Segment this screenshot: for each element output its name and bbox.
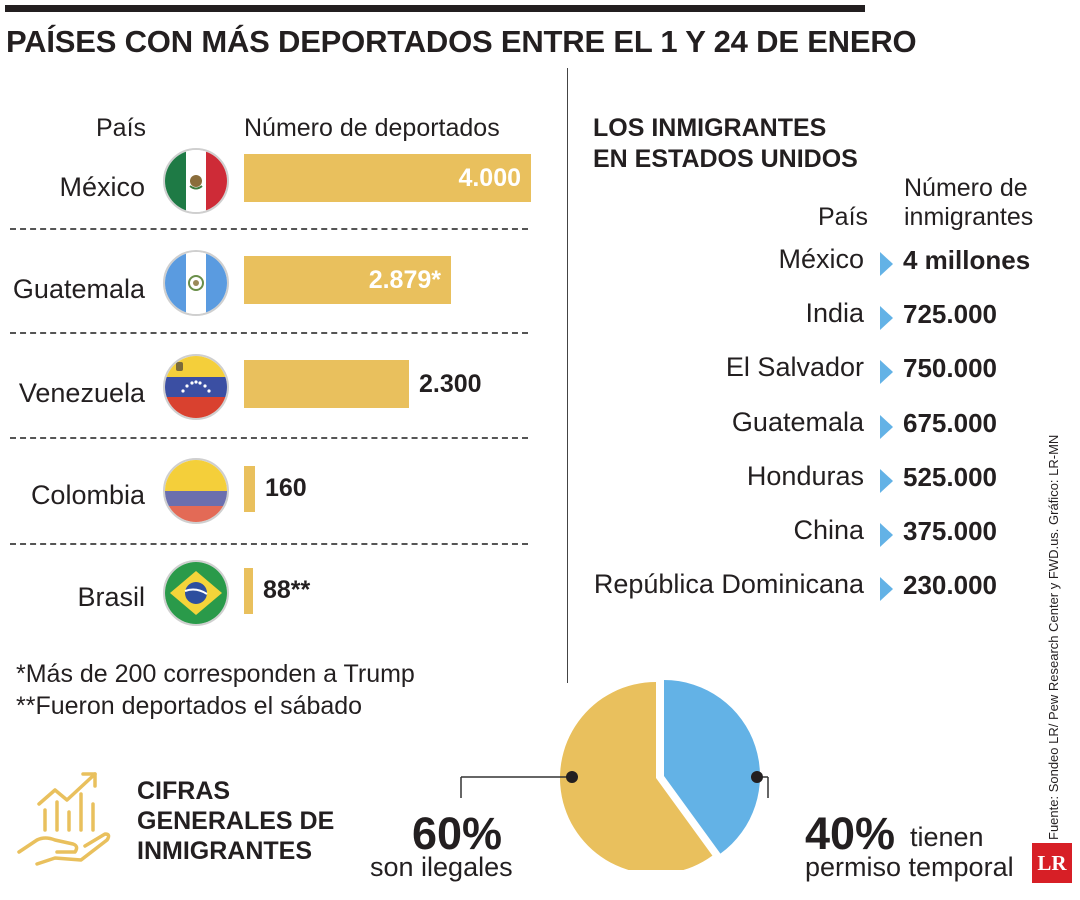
immigrant-country: El Salvador: [725, 352, 864, 382]
callout-dot-right: [751, 771, 763, 783]
triangle-right-icon: [880, 415, 893, 439]
deported-value-header: Número de deportados: [244, 114, 500, 142]
footnote-1: *Más de 200 corresponden a Trump: [16, 660, 415, 688]
bar-mexico: [244, 154, 531, 202]
pie-label-temporary-pct: 40%: [805, 808, 896, 859]
bar-category-label: Colombia: [30, 480, 145, 510]
top-rule: [5, 5, 865, 12]
bar-value-label: 4.000: [458, 164, 521, 192]
bar-row-mexico: México 4.000: [0, 148, 560, 250]
list-item: México 4 millones: [570, 240, 1040, 280]
immigrants-title: LOS INMIGRANTES EN ESTADOS UNIDOS: [593, 113, 858, 175]
list-item: China 375.000: [570, 511, 1040, 551]
immigrants-value-header: Número de inmigrantes: [904, 174, 1033, 232]
bar-value-label: 160: [265, 474, 307, 502]
immigrants-country-header: País: [818, 203, 869, 231]
country-header: País: [96, 114, 147, 142]
bar-venezuela: [244, 360, 409, 408]
immigrant-country: China: [793, 515, 864, 545]
bar-row-venezuela: Venezuela 2.300: [0, 354, 560, 456]
source-credit: Fuente: Sondeo LR/ Pew Research Center y…: [1046, 434, 1061, 840]
growth-hand-icon: [15, 768, 115, 868]
bar-row-colombia: Colombia 160: [0, 458, 560, 560]
bar-category-label: Guatemala: [12, 274, 145, 304]
bar-row-brasil: Brasil 88**: [0, 560, 560, 662]
source-text: Fuente: Sondeo LR/ Pew Research Center y…: [1046, 434, 1061, 840]
page-title: PAÍSES CON MÁS DEPORTADOS ENTRE EL 1 Y 2…: [6, 24, 917, 59]
bar-guatemala: [244, 256, 451, 304]
immigrant-country: Guatemala: [731, 407, 864, 437]
pie-label-temporary-text-1: tienen: [910, 822, 984, 852]
bar-value-label: 2.300: [419, 370, 482, 398]
immigrants-value-header-line1: Número de: [904, 174, 1028, 202]
triangle-right-icon: [880, 523, 893, 547]
triangle-right-icon: [880, 252, 893, 276]
pie-label-illegal-pct: 60%: [412, 808, 503, 859]
list-item: Guatemala 675.000: [570, 403, 1040, 443]
row-separator: [10, 332, 528, 334]
callout-dot-left: [566, 771, 578, 783]
bar-brasil: [244, 568, 253, 614]
immigrants-title-line1: LOS INMIGRANTES: [593, 114, 827, 142]
bar-category-label: Venezuela: [18, 378, 145, 408]
immigrant-value: 675.000: [903, 408, 997, 438]
immigrant-country: República Dominicana: [593, 569, 864, 599]
immigrant-country: México: [778, 244, 864, 274]
bar-value-label: 2.879*: [368, 266, 441, 294]
row-separator: [10, 437, 528, 439]
brazil-flag-icon: [163, 560, 229, 626]
immigrant-value: 750.000: [903, 353, 997, 383]
immigrant-status-pie: [460, 680, 769, 870]
bar-category-label: Brasil: [77, 582, 145, 612]
immigrants-value-header-line2: inmigrantes: [904, 203, 1034, 231]
venezuela-flag-icon: [163, 354, 229, 420]
colombia-flag-icon: [163, 458, 229, 524]
pie-label-temporary-text-2: permiso temporal: [805, 852, 1014, 882]
triangle-right-icon: [880, 577, 893, 601]
pie-slice-temporary: [664, 680, 760, 854]
footnote-2: **Fueron deportados el sábado: [16, 692, 363, 720]
list-item: El Salvador 750.000: [570, 348, 1040, 388]
list-item: India 725.000: [570, 294, 1040, 334]
bar-row-guatemala: Guatemala 2.879*: [0, 250, 560, 352]
triangle-right-icon: [880, 469, 893, 493]
cifras-title: CIFRAS GENERALES DE INMIGRANTES: [137, 776, 334, 866]
triangle-right-icon: [880, 360, 893, 384]
mexico-flag-icon: [163, 148, 229, 214]
bar-colombia: [244, 466, 255, 512]
bar-value-label: 88**: [263, 576, 311, 604]
pie-label-illegal-text: son ilegales: [370, 852, 513, 882]
list-item: Honduras 525.000: [570, 457, 1040, 497]
immigrant-country: Honduras: [746, 461, 864, 491]
vertical-divider: [567, 68, 568, 683]
immigrant-value: 230.000: [903, 570, 997, 600]
triangle-right-icon: [880, 306, 893, 330]
immigrant-value: 375.000: [903, 516, 997, 546]
pie-slice-illegal: [560, 682, 713, 870]
list-item: República Dominicana 230.000: [570, 565, 1040, 605]
immigrant-value: 4 millones: [903, 245, 1031, 275]
bar-category-label: México: [59, 172, 145, 202]
immigrant-value: 725.000: [903, 299, 997, 329]
lr-logo: LR: [1032, 843, 1072, 883]
cifras-title-line2: GENERALES DE: [137, 807, 335, 835]
immigrant-value: 525.000: [903, 462, 997, 492]
guatemala-flag-icon: [163, 250, 229, 316]
row-separator: [10, 228, 528, 230]
cifras-title-line1: CIFRAS: [137, 777, 231, 805]
immigrant-country: India: [805, 298, 864, 328]
immigrants-title-line2: EN ESTADOS UNIDOS: [593, 145, 858, 173]
row-separator: [10, 543, 528, 545]
cifras-title-line3: INMIGRANTES: [137, 837, 312, 865]
